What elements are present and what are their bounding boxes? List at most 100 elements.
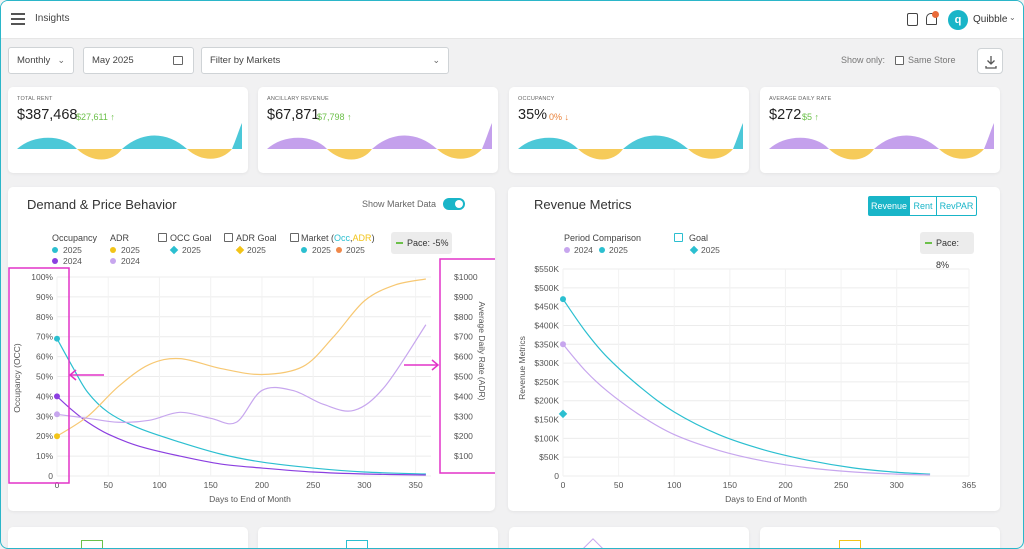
kpi-delta: $7,798 ↑ <box>317 112 352 122</box>
kpi-value: 35% <box>518 107 548 123</box>
revenue-chart: 0 $50K $100K $150K $200K $250K $300K $350K $400K… <box>517 264 976 504</box>
bottom-card-booked-nights <box>760 527 1000 548</box>
series-start-point <box>54 433 60 440</box>
same-store-checkbox[interactable] <box>895 56 904 65</box>
y-tick-label: 50% <box>36 372 53 382</box>
x-tick-label: 200 <box>255 480 269 490</box>
x-axis-title: Days to End of Month <box>725 494 807 504</box>
y-tick-label: 30% <box>36 411 53 421</box>
show-only-label: Show only: <box>841 55 886 65</box>
top-bar: Insights q Quibble ⌄ <box>1 1 1023 39</box>
kpi-label: Total Rent <box>17 96 53 102</box>
legend-adr: ADR <box>110 233 130 243</box>
kpi-label: Average Daily Rate <box>769 96 832 102</box>
legend-occ-goal: OCC Goal <box>170 233 212 243</box>
y-tick-label: 60% <box>36 352 53 362</box>
legend-market-label: Market ( <box>301 233 335 243</box>
legend-year: 2025 <box>247 245 266 255</box>
chart-grid <box>562 268 970 477</box>
demand-chart: 0 10% 20% 30% 40% 50% 60% 70% 80% 90% 100% $100 $200… <box>8 258 495 504</box>
series-line <box>56 324 427 425</box>
y2-tick-label: $400 <box>454 391 473 401</box>
adr-goal-checkbox[interactable] <box>224 233 233 242</box>
kpi-card-occupancy: Occupancy 35% 0% ↓ <box>509 87 749 173</box>
pace-badge: Pace: 8% <box>920 232 974 270</box>
download-button[interactable] <box>977 48 1003 74</box>
chevron-down-icon[interactable]: ⌄ <box>1009 13 1016 22</box>
menu-icon[interactable] <box>11 13 25 25</box>
copy-icon[interactable] <box>907 13 918 26</box>
series-start-point <box>54 393 60 400</box>
kpi-delta: 0% ↓ <box>549 112 570 122</box>
y-tick-label: 10% <box>36 451 53 461</box>
kpi-value: $387,468 <box>17 107 78 123</box>
demand-panel-title: Demand & Price Behavior <box>27 197 177 212</box>
legend-year: 2025 <box>701 245 720 255</box>
legend-dot-adr-2024 <box>110 258 116 264</box>
tab-revenue[interactable]: Revenue <box>868 196 910 216</box>
kpi-value: $272 <box>769 107 802 123</box>
markets-filter[interactable]: Filter by Markets ⌄ <box>201 47 449 74</box>
y-tick-label: $350K <box>534 339 559 349</box>
bottom-card-bookings <box>258 527 498 548</box>
occ-goal-checkbox[interactable] <box>158 233 167 242</box>
kpi-delta: $27,611 ↑ <box>76 112 115 122</box>
moon-icon <box>839 540 861 548</box>
kpi-label: Ancillary Revenue <box>267 96 329 102</box>
legend-year: 2024 <box>63 256 82 266</box>
y-tick-label: 0 <box>48 471 53 481</box>
tab-revpar[interactable]: RevPAR <box>936 196 977 216</box>
bell-icon[interactable] <box>926 13 937 25</box>
page-title: Insights <box>35 13 70 24</box>
series-start-point <box>54 335 60 342</box>
account-name[interactable]: Quibble <box>973 14 1008 25</box>
period-select[interactable]: Monthly ⌄ <box>8 47 74 74</box>
brand-logo[interactable]: q <box>948 10 968 30</box>
legend-dot-occ-2025 <box>52 247 58 253</box>
y2-tick-label: $900 <box>454 292 473 302</box>
show-market-toggle[interactable] <box>443 198 465 210</box>
x-tick-label: 300 <box>357 480 371 490</box>
legend-year: 2025 <box>121 245 140 255</box>
chart-series <box>54 278 427 476</box>
chart-series <box>558 296 931 476</box>
tab-rent[interactable]: Rent <box>909 196 937 216</box>
y-tick-label: $300K <box>534 358 559 368</box>
chart-ticks: 0 10% 20% 30% 40% 50% 60% 70% 80% 90% 100% $100 $200… <box>31 272 478 490</box>
markets-filter-placeholder: Filter by Markets <box>210 55 281 66</box>
chevron-down-icon: ⌄ <box>432 55 440 65</box>
legend-year: 2024 <box>121 256 140 266</box>
month-picker[interactable]: May 2025 <box>83 47 194 74</box>
series-line <box>562 343 931 476</box>
legend-market: Market (Occ,ADR) <box>301 233 375 243</box>
legend-dot-market-occ <box>301 247 307 253</box>
kpi-sparkline <box>17 123 242 160</box>
market-checkbox[interactable] <box>290 233 299 242</box>
y-tick-label: 90% <box>36 292 53 302</box>
period-select-value: Monthly <box>17 55 51 66</box>
series-line <box>56 338 426 475</box>
y-tick-label: 0 <box>554 471 559 481</box>
legend-year: 2024 <box>574 245 593 255</box>
y-tick-label: $50K <box>539 452 559 462</box>
legend-year: 2025 <box>63 245 82 255</box>
x-tick-label: 365 <box>962 480 976 490</box>
y-tick-label: $450K <box>534 302 559 312</box>
y-tick-label: 100% <box>31 272 53 282</box>
series-start-point <box>560 341 566 348</box>
kpi-sparkline <box>769 123 994 160</box>
y-axis-title: Occupancy (OCC) <box>12 343 22 413</box>
kpi-card-ancillary-revenue: Ancillary Revenue $67,871 $7,798 ↑ <box>258 87 498 173</box>
revenue-panel-title: Revenue Metrics <box>534 197 632 212</box>
legend-year: 2025 <box>182 245 201 255</box>
y2-tick-label: $800 <box>454 312 473 322</box>
kpi-card-total-rent: Total Rent $387,468 $27,611 ↑ <box>8 87 248 173</box>
x-tick-label: 200 <box>778 480 792 490</box>
y2-tick-label: $600 <box>454 352 473 362</box>
bottom-card-active-properties <box>509 527 749 548</box>
goal-checkbox[interactable] <box>674 233 683 242</box>
y-tick-label: $400K <box>534 320 559 330</box>
y2-tick-label: $1000 <box>454 272 478 282</box>
notification-badge <box>932 11 939 18</box>
legend-dot-adr-2025 <box>110 247 116 253</box>
